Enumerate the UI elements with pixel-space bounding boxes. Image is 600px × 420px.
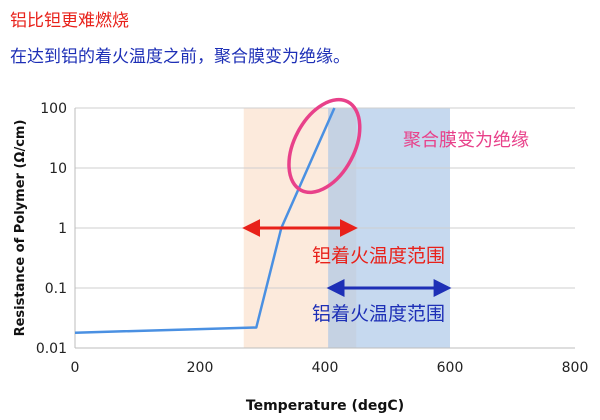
y-tick-label: 0.01 xyxy=(36,341,67,357)
y-tick-label: 10 xyxy=(49,161,67,177)
tantalum-range-label: 钽着火温度范围 xyxy=(312,245,445,267)
y-axis-title: Resistance of Polymer (Ω/cm) xyxy=(13,120,28,337)
x-tick-label: 600 xyxy=(437,360,464,376)
aluminum-range-label: 铝着火温度范围 xyxy=(312,303,445,325)
x-axis-title: Temperature (degC) xyxy=(246,398,404,414)
chart-subheading: 在达到铝的着火温度之前，聚合膜变为绝缘。 xyxy=(10,47,350,67)
y-tick-label: 0.1 xyxy=(45,281,67,297)
x-tick-label: 0 xyxy=(71,360,80,376)
insulation-highlight-ellipse xyxy=(287,97,362,195)
chart-heading: 铝比钽更难燃烧 xyxy=(10,11,129,31)
y-tick-label: 100 xyxy=(40,101,67,117)
x-tick-label: 800 xyxy=(562,360,589,376)
insulation-annotation-label: 聚合膜变为绝缘 xyxy=(403,130,529,151)
y-tick-label: 1 xyxy=(58,221,67,237)
x-tick-label: 200 xyxy=(187,360,214,376)
resistance-series-line xyxy=(74,107,336,334)
x-tick-label: 400 xyxy=(312,360,339,376)
